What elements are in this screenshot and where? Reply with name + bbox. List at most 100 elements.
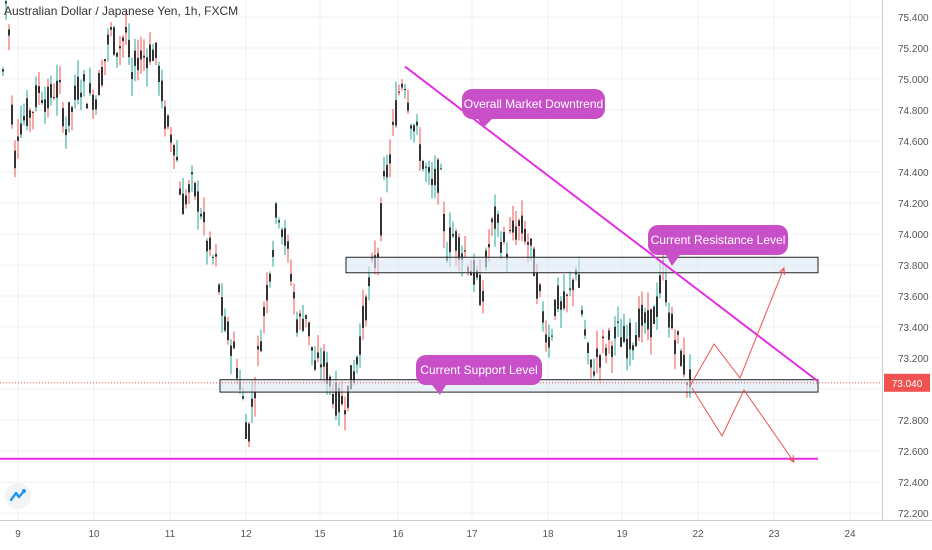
candle-body — [299, 313, 301, 317]
candle-body — [491, 218, 493, 223]
candle-body — [206, 240, 208, 252]
candle-body — [155, 42, 157, 58]
candle-body — [245, 422, 247, 439]
candle-body — [257, 346, 259, 350]
candle-body — [479, 274, 481, 306]
current-price-label: 73.040 — [892, 379, 923, 390]
candle-body — [515, 226, 517, 240]
candle-body — [113, 27, 115, 55]
candle-body — [32, 112, 34, 114]
candle-body — [59, 79, 61, 83]
candle-body — [11, 104, 13, 125]
candle-body — [182, 193, 184, 215]
candle-body — [611, 345, 613, 357]
tradingview-logo-icon — [9, 489, 26, 502]
time-tick-label: 9 — [15, 529, 21, 540]
candle-body — [629, 322, 631, 350]
candle-body — [125, 26, 127, 33]
candle-body — [404, 89, 406, 91]
candle-body — [641, 304, 643, 326]
candle-body — [110, 27, 112, 30]
candle-body — [668, 312, 670, 328]
candle-body — [116, 52, 118, 57]
candle-body — [578, 274, 580, 288]
time-tick-label: 24 — [844, 529, 856, 540]
candle-body — [365, 296, 367, 321]
candle-body — [242, 396, 244, 399]
candle-body — [236, 367, 238, 379]
candle-body — [131, 72, 133, 80]
tradingview-logo — [5, 483, 31, 509]
annotation-callout: Overall Market Downtrend — [462, 89, 605, 128]
annotation-box — [416, 355, 542, 385]
candle-body — [554, 299, 556, 316]
candle-body — [317, 352, 319, 359]
candle-body — [356, 356, 358, 365]
candle-body — [140, 50, 142, 60]
candle-body — [689, 369, 691, 388]
candle-body — [434, 168, 436, 186]
candle-body — [104, 59, 106, 62]
candle-body — [665, 279, 667, 303]
annotation-box — [648, 225, 788, 255]
candle-body — [602, 336, 604, 339]
candle-body — [266, 284, 268, 301]
candle-body — [680, 350, 682, 366]
price-tick-label: 72.800 — [898, 416, 929, 427]
candle-body — [647, 310, 649, 330]
price-tick-label: 74.400 — [898, 168, 929, 179]
candle-body — [167, 115, 169, 127]
candle-body — [119, 46, 121, 49]
candle-body — [608, 330, 610, 340]
candle-body — [251, 398, 253, 407]
time-tick-label: 10 — [88, 529, 100, 540]
candle-body — [302, 318, 304, 331]
candle-body — [425, 166, 427, 168]
resistance-zone — [345, 256, 819, 274]
candle-body — [95, 99, 97, 110]
candle-body — [440, 168, 442, 170]
candle-body — [392, 121, 394, 125]
candle-body — [488, 243, 490, 248]
candle-body — [449, 227, 451, 253]
candle-body — [221, 297, 223, 316]
candle-body — [353, 371, 355, 383]
candle-body — [503, 231, 505, 242]
annotation-callout: Current Resistance Level — [648, 225, 788, 266]
candle-body — [401, 83, 403, 88]
candle-body — [338, 388, 340, 413]
candle-body — [233, 341, 235, 349]
candle-body — [68, 102, 70, 126]
candle-body — [209, 237, 211, 250]
time-tick-label: 12 — [240, 529, 252, 540]
candle-body — [203, 211, 205, 223]
candle-body — [305, 314, 307, 319]
annotation-tail — [432, 385, 446, 395]
time-tick-label: 18 — [542, 529, 554, 540]
candle-body — [320, 364, 322, 368]
candle-body — [644, 312, 646, 323]
candle-body — [77, 76, 79, 100]
candle-body — [551, 335, 553, 337]
candle-body — [671, 313, 673, 329]
candle-body — [5, 1, 7, 4]
candle-body — [80, 92, 82, 98]
candle-body — [2, 69, 4, 72]
candle-body — [293, 292, 295, 299]
downtrend-line — [404, 65, 819, 383]
candle-body — [227, 321, 229, 341]
candle-body — [626, 338, 628, 359]
candle-body — [17, 136, 19, 141]
candle-body — [650, 309, 652, 338]
candle-body — [179, 188, 181, 195]
price-tick-label: 74.800 — [898, 106, 929, 117]
candle-body — [557, 285, 559, 309]
candles — [2, 0, 691, 448]
drawings: Overall Market Downtrend Current Resistan… — [0, 65, 882, 463]
candle-body — [287, 241, 289, 249]
candle-body — [341, 396, 343, 405]
candle-body — [350, 365, 352, 390]
candle-body — [563, 291, 565, 309]
candle-body — [152, 49, 154, 61]
